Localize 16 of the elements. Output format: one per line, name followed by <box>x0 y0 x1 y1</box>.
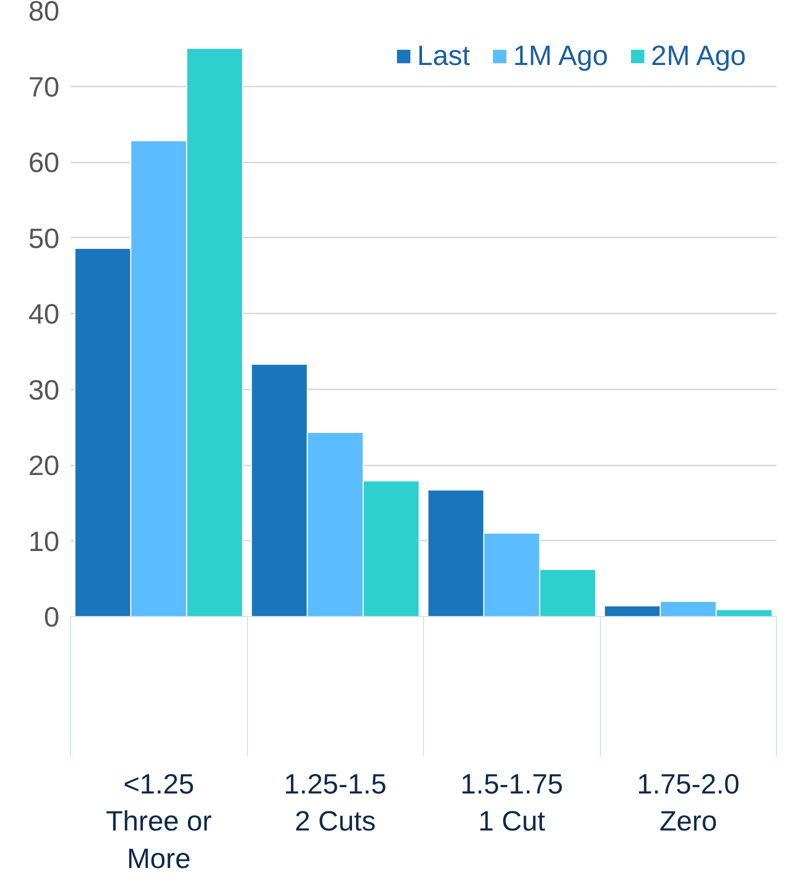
y-tick-label: 10 <box>28 526 60 557</box>
x-tick-label: 1.5-1.75 1 Cut <box>460 768 564 837</box>
y-tick-label: 30 <box>28 374 60 406</box>
legend-label: 2M Ago <box>651 40 746 72</box>
y-tick-label: 60 <box>28 147 60 178</box>
legend-label: 1M Ago <box>513 40 608 72</box>
y-tick-label: 0 <box>44 602 60 632</box>
y-tick-label: 50 <box>28 222 60 254</box>
x-tick-label: 1.25-1.5 2 Cuts <box>284 768 387 837</box>
y-tick-label: 40 <box>28 298 60 330</box>
y-tick-label: 80 <box>28 0 60 26</box>
legend-label: Last <box>417 40 470 72</box>
y-tick-label: 20 <box>28 450 60 481</box>
x-tick-label: 1.75-2.0 Zero <box>636 768 740 837</box>
x-tick-label: <1.25 Three or More <box>106 768 212 874</box>
y-tick-label: 70 <box>28 71 60 102</box>
